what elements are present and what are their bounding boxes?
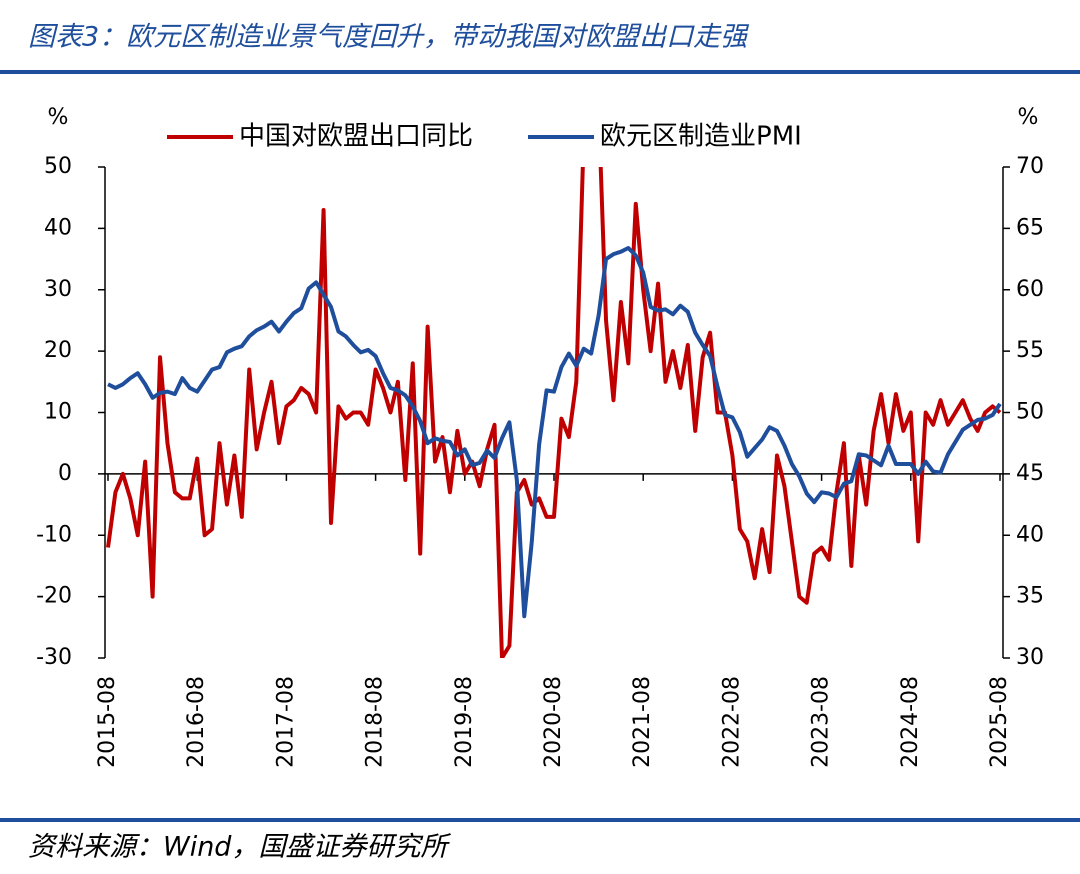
x-tick-label: 2025-08 [987, 676, 1012, 768]
data-line [106, 167, 1002, 658]
y2-tick-label: 55 [1016, 338, 1044, 363]
y2-tick-label: 35 [1016, 584, 1044, 609]
x-tick-label: 2015-08 [95, 676, 120, 768]
y-tick-label: 30 [44, 277, 72, 302]
source: 资料来源：Wind，国盛证券研究所 [28, 832, 451, 863]
y-tick-label: -30 [36, 645, 72, 670]
y2-tick-label: 45 [1016, 461, 1044, 486]
x-tick-label: 2022-08 [719, 676, 744, 768]
footer-rule [0, 818, 1080, 822]
y-tick-label: 50 [44, 154, 72, 179]
y-tick-label: 20 [44, 338, 72, 363]
y2-axis-unit: % [1018, 105, 1039, 130]
x-tick-label: 2020-08 [541, 676, 566, 768]
header-rule [0, 70, 1080, 74]
y2-tick-label: 60 [1016, 277, 1044, 302]
y-tick-label: -20 [36, 584, 72, 609]
y2-tick-label: 40 [1016, 522, 1044, 547]
x-tick-label: 2017-08 [273, 676, 298, 768]
y2-tick-label: 50 [1016, 400, 1044, 425]
y-tick-label: 10 [44, 400, 72, 425]
x-tick-label: 2024-08 [898, 676, 923, 768]
x-tick-label: 2016-08 [184, 676, 209, 768]
y-tick-label: 40 [44, 215, 72, 240]
x-tick-label: 2018-08 [363, 676, 388, 768]
legend-label: 中国对欧盟出口同比 [239, 122, 473, 152]
y2-tick-label: 65 [1016, 215, 1044, 240]
y-tick-label: -10 [36, 522, 72, 547]
x-tick-label: 2019-08 [452, 676, 477, 768]
data-line [107, 246, 1002, 619]
x-tick-label: 2023-08 [809, 676, 834, 768]
chart-title: 图表3：欧元区制造业景气度回升，带动我国对欧盟出口走强 [28, 22, 750, 53]
y2-tick-label: 70 [1016, 154, 1044, 179]
legend-label: 欧元区制造业PMI [600, 122, 802, 152]
plot-area [106, 167, 1002, 658]
y-tick-label: 0 [58, 461, 72, 486]
x-tick-label: 2021-08 [630, 676, 655, 768]
y-axis-unit: % [48, 105, 69, 130]
y2-tick-label: 30 [1016, 645, 1044, 670]
